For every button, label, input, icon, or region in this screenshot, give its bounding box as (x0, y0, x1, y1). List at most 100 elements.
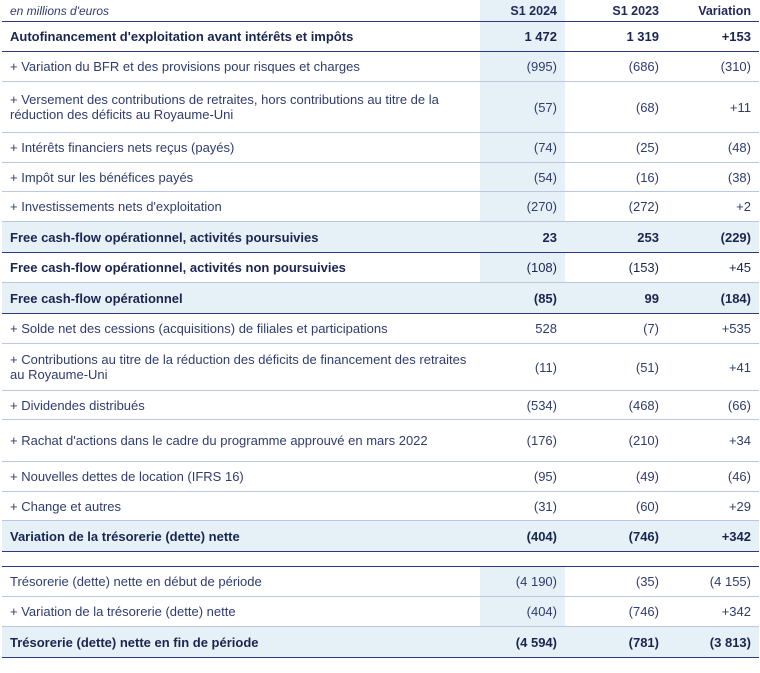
spacer-row (2, 551, 759, 567)
value-s1-2024: (57) (480, 81, 565, 133)
row-label: + Contributions au titre de la réduction… (2, 343, 480, 391)
table-row: + Rachat d'actions dans le cadre du prog… (2, 419, 759, 462)
table-row: + Contributions au titre de la réduction… (2, 343, 759, 391)
value-s1-2024: (404) (480, 596, 565, 627)
table-row: + Variation de la trésorerie (dette) net… (2, 596, 759, 627)
value-variation: (46) (667, 461, 759, 492)
table-row: + Intérêts financiers nets reçus (payés)… (2, 132, 759, 163)
value-variation: (48) (667, 132, 759, 163)
row-label: Free cash-flow opérationnel, activités n… (2, 252, 480, 283)
row-label: + Intérêts financiers nets reçus (payés) (2, 132, 480, 163)
row-label: Free cash-flow opérationnel (2, 282, 480, 314)
row-label: + Rachat d'actions dans le cadre du prog… (2, 419, 480, 462)
value-s1-2024: (4 190) (480, 566, 565, 597)
value-variation: +2 (667, 191, 759, 222)
value-s1-2024: (11) (480, 343, 565, 391)
value-s1-2023: (781) (565, 626, 667, 658)
row-label: + Versement des contributions de retrait… (2, 81, 480, 133)
table-row: Autofinancement d'exploitation avant int… (2, 21, 759, 52)
value-s1-2024: (95) (480, 461, 565, 492)
row-label: + Impôt sur les bénéfices payés (2, 162, 480, 192)
table-row: + Variation du BFR et des provisions pou… (2, 51, 759, 82)
value-s1-2023: (7) (565, 313, 667, 344)
value-s1-2024: (176) (480, 419, 565, 462)
value-variation: (38) (667, 162, 759, 192)
value-s1-2024: (108) (480, 252, 565, 283)
unit-label: en millions d'euros (2, 0, 480, 22)
value-s1-2024: (270) (480, 191, 565, 222)
value-s1-2024: 23 (480, 221, 565, 253)
cash-flow-table: en millions d'euros S1 2024 S1 2023 Vari… (2, 0, 759, 658)
table-row: + Investissements nets d'exploitation (2… (2, 191, 759, 222)
value-s1-2023: (60) (565, 491, 667, 521)
value-variation: (310) (667, 51, 759, 82)
value-s1-2023: (746) (565, 596, 667, 627)
value-variation: +29 (667, 491, 759, 521)
column-header-s1-2024: S1 2024 (480, 0, 565, 22)
column-header-s1-2023: S1 2023 (565, 0, 667, 22)
value-s1-2023: 99 (565, 282, 667, 314)
value-variation: (229) (667, 221, 759, 253)
table-row-highlight: Trésorerie (dette) nette en fin de pério… (2, 626, 759, 658)
value-s1-2024: (4 594) (480, 626, 565, 658)
table-row: + Dividendes distribués (534) (468) (66) (2, 390, 759, 420)
value-variation: +342 (667, 596, 759, 627)
value-variation: +342 (667, 520, 759, 552)
value-variation: +34 (667, 419, 759, 462)
value-s1-2023: (49) (565, 461, 667, 492)
row-label: + Variation du BFR et des provisions pou… (2, 51, 480, 82)
value-s1-2023: (51) (565, 343, 667, 391)
row-label: + Nouvelles dettes de location (IFRS 16) (2, 461, 480, 492)
value-variation: +535 (667, 313, 759, 344)
table-row-highlight: Free cash-flow opérationnel, activités p… (2, 221, 759, 253)
value-s1-2023: (16) (565, 162, 667, 192)
value-variation: (3 813) (667, 626, 759, 658)
value-s1-2024: (995) (480, 51, 565, 82)
value-variation: +153 (667, 21, 759, 52)
value-s1-2023: (686) (565, 51, 667, 82)
table-row-highlight: Free cash-flow opérationnel (85) 99 (184… (2, 282, 759, 314)
row-label: Trésorerie (dette) nette en fin de pério… (2, 626, 480, 658)
value-variation: +45 (667, 252, 759, 283)
row-label: Variation de la trésorerie (dette) nette (2, 520, 480, 552)
value-variation: (4 155) (667, 566, 759, 597)
table-row: Free cash-flow opérationnel, activités n… (2, 252, 759, 283)
value-s1-2024: (534) (480, 390, 565, 420)
row-label: Free cash-flow opérationnel, activités p… (2, 221, 480, 253)
value-variation: +11 (667, 81, 759, 133)
row-label: + Dividendes distribués (2, 390, 480, 420)
column-header-variation: Variation (667, 0, 759, 22)
row-label: + Variation de la trésorerie (dette) net… (2, 596, 480, 627)
value-s1-2023: 1 319 (565, 21, 667, 52)
value-s1-2024: 528 (480, 313, 565, 344)
table-row: + Nouvelles dettes de location (IFRS 16)… (2, 461, 759, 492)
table-row: + Solde net des cessions (acquisitions) … (2, 313, 759, 344)
table-row: Trésorerie (dette) nette en début de pér… (2, 566, 759, 597)
row-label: + Solde net des cessions (acquisitions) … (2, 313, 480, 344)
row-label: Autofinancement d'exploitation avant int… (2, 21, 480, 52)
value-s1-2024: (404) (480, 520, 565, 552)
value-s1-2024: 1 472 (480, 21, 565, 52)
table-row-highlight: Variation de la trésorerie (dette) nette… (2, 520, 759, 552)
value-s1-2024: (74) (480, 132, 565, 163)
value-s1-2023: (210) (565, 419, 667, 462)
value-s1-2024: (85) (480, 282, 565, 314)
value-variation: (184) (667, 282, 759, 314)
value-variation: +41 (667, 343, 759, 391)
value-s1-2024: (31) (480, 491, 565, 521)
value-s1-2023: 253 (565, 221, 667, 253)
value-s1-2023: (272) (565, 191, 667, 222)
row-label: + Change et autres (2, 491, 480, 521)
value-s1-2023: (35) (565, 566, 667, 597)
value-s1-2023: (746) (565, 520, 667, 552)
row-label: Trésorerie (dette) nette en début de pér… (2, 566, 480, 597)
value-s1-2024: (54) (480, 162, 565, 192)
row-label: + Investissements nets d'exploitation (2, 191, 480, 222)
value-s1-2023: (153) (565, 252, 667, 283)
value-s1-2023: (68) (565, 81, 667, 133)
table-row: + Versement des contributions de retrait… (2, 81, 759, 133)
header-row: en millions d'euros S1 2024 S1 2023 Vari… (2, 0, 759, 22)
value-variation: (66) (667, 390, 759, 420)
value-s1-2023: (468) (565, 390, 667, 420)
table-row: + Impôt sur les bénéfices payés (54) (16… (2, 162, 759, 192)
